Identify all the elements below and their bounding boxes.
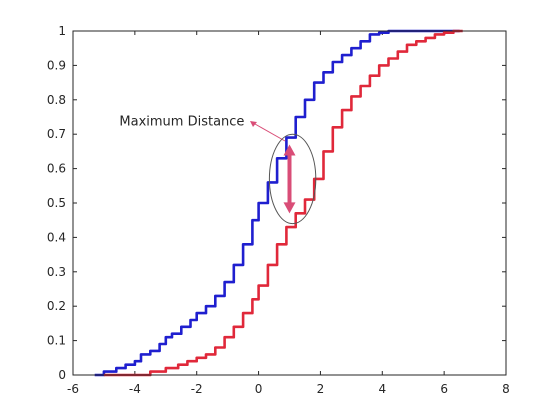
- x-tick-label: 4: [378, 382, 386, 396]
- annotation-arrow-line: [254, 123, 286, 142]
- y-tick-label: 0: [58, 368, 66, 382]
- y-tick-label: 0.1: [47, 334, 66, 348]
- series-line-1: [103, 29, 463, 377]
- distance-arrow-head-up: [283, 144, 296, 156]
- x-tick-label: -6: [67, 382, 79, 396]
- y-tick-label: 0.9: [47, 58, 66, 72]
- x-tick-label: -2: [191, 382, 203, 396]
- x-tick-label: -4: [129, 382, 141, 396]
- y-tick-label: 0.7: [47, 127, 66, 141]
- y-tick-label: 1: [58, 24, 66, 38]
- annotation-label: Maximum Distance: [119, 114, 244, 129]
- plot-frame: [72, 30, 507, 376]
- x-tick-label: 2: [317, 382, 325, 396]
- y-tick-label: 0.2: [47, 299, 66, 313]
- distance-arrow-head-down: [283, 202, 296, 214]
- y-tick-label: 0.8: [47, 93, 66, 107]
- y-tick-label: 0.5: [47, 196, 66, 210]
- distance-ellipse: [268, 133, 317, 225]
- y-tick-label: 0.4: [47, 230, 66, 244]
- x-tick-label: 6: [440, 382, 448, 396]
- y-tick-label: 0.3: [47, 265, 66, 279]
- y-tick-label: 0.6: [47, 162, 66, 176]
- x-tick-label: 0: [255, 382, 263, 396]
- x-tick-label: 8: [502, 382, 510, 396]
- annotation-arrow-head: [250, 121, 257, 127]
- series-line-0: [94, 29, 460, 377]
